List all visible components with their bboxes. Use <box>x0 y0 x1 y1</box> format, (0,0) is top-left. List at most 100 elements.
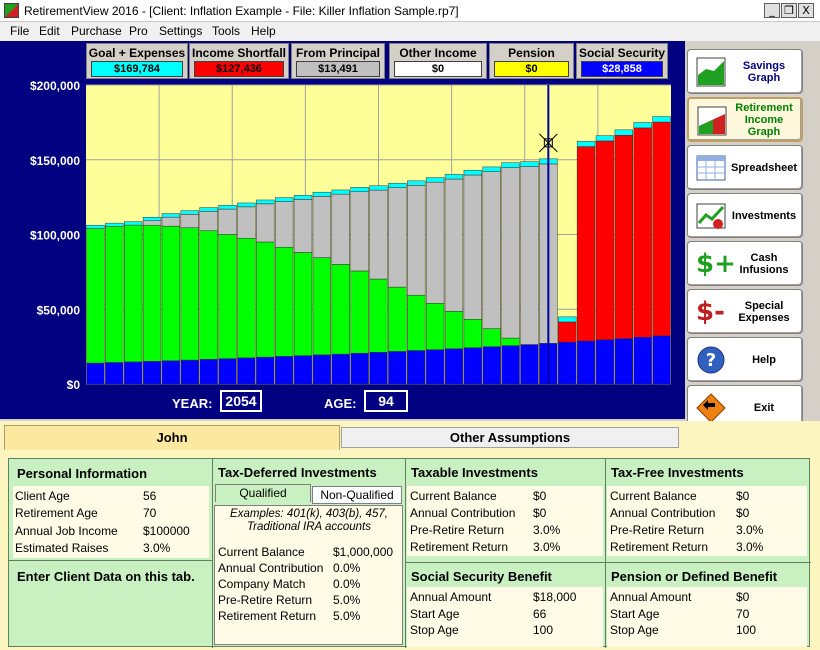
investments-button[interactable]: Investments <box>687 193 803 238</box>
bar-goal-cap <box>369 185 388 191</box>
app-icon <box>4 3 19 18</box>
y-tick-label: $200,000 <box>30 79 80 93</box>
special-expenses-label: Special Expenses <box>738 299 790 324</box>
retirement-age-field[interactable]: 70 <box>141 505 207 521</box>
cash-infusions-label: Cash Infusions <box>739 251 789 276</box>
close-button[interactable]: X <box>798 3 814 18</box>
tf-annual-contribution-field[interactable]: $0 <box>734 505 804 521</box>
spreadsheet-icon <box>696 155 726 181</box>
special-expenses-button[interactable]: $- Special Expenses <box>687 289 803 334</box>
pension-annual-amount-field[interactable]: $0 <box>734 589 804 605</box>
menu-help[interactable]: Help <box>251 24 276 38</box>
bar-goal-cap <box>218 205 237 210</box>
pension-stop-age-field[interactable]: 100 <box>734 622 804 638</box>
personal-info-title: Personal Information <box>17 466 148 481</box>
bar-goal-cap <box>331 189 350 195</box>
td-retirement-return-field[interactable]: 5.0% <box>331 608 401 624</box>
bar-from-principal <box>274 201 294 248</box>
menu-purchase[interactable]: Purchase <box>71 24 122 38</box>
retirement-income-graph-button[interactable]: Retirement Income Graph <box>687 97 803 142</box>
retirement-income-graph-label: Retirement Income Graph <box>735 101 793 138</box>
tx-pre-retire-return-label: Pre-Retire Return <box>410 523 505 537</box>
bar-investments <box>142 224 162 362</box>
tab-non-qualified[interactable]: Non-Qualified <box>312 486 402 504</box>
menu-tools[interactable]: Tools <box>212 24 241 38</box>
bar-goal-cap <box>161 213 181 218</box>
bar-social-security <box>482 346 501 385</box>
ss-annual-amount-field[interactable]: $18,000 <box>531 589 601 605</box>
dollar-minus-icon: $- <box>696 297 725 327</box>
tf-retirement-return-field[interactable]: 3.0% <box>734 539 804 555</box>
menu-file[interactable]: File <box>10 24 30 38</box>
year-value: 2054 <box>220 390 262 412</box>
bar-from-principal <box>425 181 445 304</box>
summary-value: $28,858 <box>581 61 663 77</box>
column-divider <box>405 459 406 648</box>
summary-value: $0 <box>494 61 569 77</box>
tab-qualified[interactable]: Qualified <box>215 484 311 502</box>
year-label: YEAR: <box>172 396 213 411</box>
minimize-button[interactable]: _ <box>764 3 780 18</box>
bar-from-principal <box>256 203 275 243</box>
tx-pre-retire-return-field[interactable]: 3.0% <box>531 522 601 538</box>
td-annual-contribution-field[interactable]: 0.0% <box>331 560 401 576</box>
tax-deferred-examples: Examples: 401(k), 403(b), 457, Tradition… <box>230 508 388 533</box>
bar-goal-cap <box>123 221 143 226</box>
savings-graph-button[interactable]: Savings Graph <box>687 49 803 94</box>
menu-pro[interactable]: Pro <box>129 24 148 38</box>
investments-label: Investments <box>731 209 797 222</box>
bar-goal-cap <box>558 316 577 323</box>
bar-from-principal <box>161 216 181 227</box>
td-company-match-field[interactable]: 0.0% <box>331 576 401 592</box>
bar-goal-cap <box>425 177 445 183</box>
bar-goal-cap <box>614 129 634 136</box>
tab-john[interactable]: John <box>4 425 340 450</box>
dollar-plus-icon: $+ <box>696 249 736 279</box>
bar-social-security <box>444 348 464 385</box>
tf-current-balance-field[interactable]: $0 <box>734 488 804 504</box>
ss-start-age-field[interactable]: 66 <box>531 606 601 622</box>
bar-goal-cap <box>407 180 426 186</box>
summary-value: $13,491 <box>296 61 380 77</box>
td-current-balance-field[interactable]: $1,000,000 <box>331 544 401 560</box>
spreadsheet-button[interactable]: Spreadsheet <box>687 145 803 190</box>
retirement-age-label: Retirement Age <box>15 506 98 520</box>
pension-start-age-field[interactable]: 70 <box>734 606 804 622</box>
estimated-raises-label: Estimated Raises <box>15 541 109 555</box>
bar-shortfall <box>595 140 615 340</box>
retirement-income-chart[interactable]: $200,000 $150,000 $100,000 $50,000 $0 YEAR: … <box>0 79 685 419</box>
bar-from-principal <box>312 196 332 258</box>
client-age-field[interactable]: 56 <box>141 488 207 504</box>
tab-other-assumptions[interactable]: Other Assumptions <box>341 427 679 448</box>
client-data-panel: Personal Information Client Age 56 Retir… <box>8 458 811 648</box>
bar-from-principal <box>407 185 426 296</box>
tx-annual-contribution-field[interactable]: $0 <box>531 505 601 521</box>
bar-social-security <box>595 339 615 385</box>
bar-goal-cap <box>595 135 615 142</box>
bar-from-principal <box>350 191 369 272</box>
menu-settings[interactable]: Settings <box>159 24 203 38</box>
bar-goal-cap <box>444 174 464 180</box>
bar-goal-cap <box>180 210 199 215</box>
annual-job-income-field[interactable]: $100000 <box>141 523 207 539</box>
menu-edit[interactable]: Edit <box>39 24 60 38</box>
bar-from-principal <box>388 187 407 288</box>
chart-canvas[interactable]: $200,000 $150,000 $100,000 $50,000 $0 <box>0 79 685 389</box>
restore-button[interactable]: ❐ <box>781 3 797 18</box>
td-current-balance-label: Current Balance <box>218 545 305 559</box>
help-label: Help <box>752 353 776 366</box>
bar-goal-cap <box>520 161 539 167</box>
ss-stop-age-field[interactable]: 100 <box>531 622 601 638</box>
y-tick-label: $50,000 <box>37 303 81 317</box>
help-button[interactable]: ? Help <box>687 337 803 382</box>
tx-retirement-return-field[interactable]: 3.0% <box>531 539 601 555</box>
estimated-raises-field[interactable]: 3.0% <box>141 540 207 556</box>
cash-infusions-button[interactable]: $+ Cash Infusions <box>687 241 803 286</box>
bar-shortfall <box>576 146 596 342</box>
bar-social-security <box>463 347 483 385</box>
tx-current-balance-field[interactable]: $0 <box>531 488 601 504</box>
tf-pre-retire-return-field[interactable]: 3.0% <box>734 522 804 538</box>
bar-from-principal <box>237 206 256 239</box>
divider <box>9 560 212 561</box>
td-pre-retire-return-field[interactable]: 5.0% <box>331 592 401 608</box>
